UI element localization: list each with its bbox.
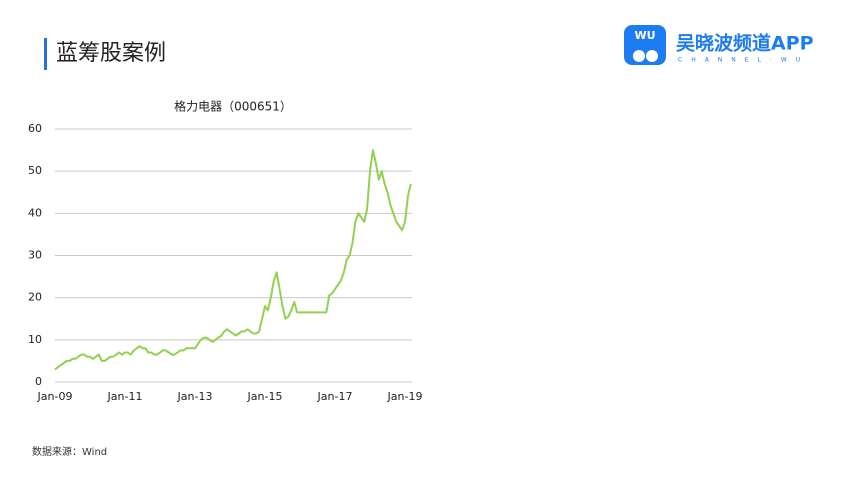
logo-badge: WU — [634, 29, 655, 42]
plot: 0 10 20 30 40 50 60 Jan-09 Jan-11 Jan-13 Jan-15 Jan… — [28, 122, 422, 403]
y-tick-label: 40 — [28, 206, 42, 219]
price-line — [54, 149, 412, 371]
y-tick-label: 60 — [28, 122, 42, 135]
x-tick-label: Jan-17 — [317, 390, 353, 403]
y-tick-label: 20 — [28, 291, 42, 304]
x-tick-label: Jan-11 — [107, 390, 143, 403]
logo-name: 吴晓波频道APP — [676, 32, 814, 55]
y-tick-label: 30 — [28, 249, 42, 262]
source-note: 数据来源：Wind — [32, 445, 107, 458]
logo-sub: CHANNEL·WU — [678, 57, 809, 64]
x-tick-label: Jan-19 — [387, 390, 423, 403]
y-tick-label: 0 — [35, 375, 42, 388]
y-tick-label: 50 — [28, 164, 42, 177]
x-tick-label: Jan-15 — [247, 390, 283, 403]
logo-eye — [646, 50, 658, 62]
slide-title: 蓝筹股案例 — [56, 41, 166, 66]
chart-title: 格力电器（000651） — [174, 99, 292, 114]
y-tick-label: 10 — [28, 333, 42, 346]
x-tick-label: Jan-09 — [37, 390, 73, 403]
logo-eye — [633, 50, 645, 62]
x-tick-label: Jan-13 — [177, 390, 213, 403]
title-accent — [44, 38, 47, 70]
